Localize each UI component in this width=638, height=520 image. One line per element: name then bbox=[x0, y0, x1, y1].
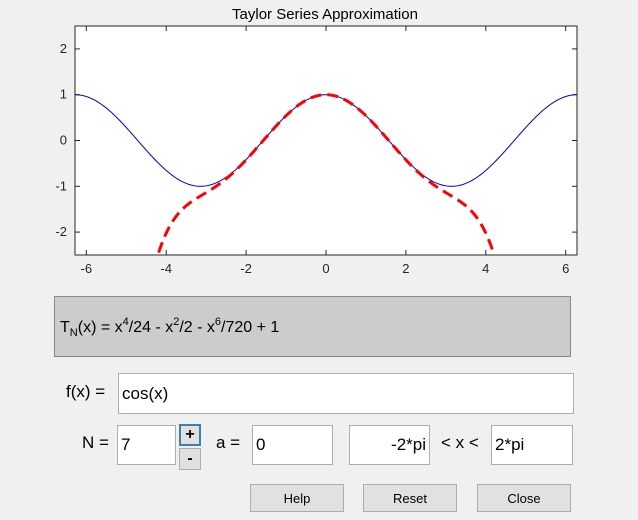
y-tick-labels: 2 1 0 -1 -2 bbox=[55, 41, 67, 239]
x-tick-label: -2 bbox=[240, 261, 252, 276]
x-tick-label: 2 bbox=[402, 261, 409, 276]
x-tick-label: -6 bbox=[81, 261, 93, 276]
increment-n-button[interactable]: + bbox=[179, 424, 201, 446]
plot-area: Taylor Series Approximation -6 -4 -2 0 2 4 6 2… bbox=[55, 6, 578, 276]
x-tick-label: 4 bbox=[482, 261, 489, 276]
y-tick-label: 0 bbox=[60, 133, 67, 148]
plot-title: Taylor Series Approximation bbox=[232, 6, 418, 23]
function-input[interactable] bbox=[118, 373, 574, 414]
y-tick-label: -1 bbox=[55, 178, 67, 193]
x-tick-label: 0 bbox=[322, 261, 329, 276]
a-label: a = bbox=[216, 433, 241, 452]
taylor-approximation-curve bbox=[157, 93, 495, 254]
function-curve bbox=[74, 94, 578, 187]
taylor-polynomial-text: TN(x) = x4/24 - x2/2 - x6/720 + 1 bbox=[60, 316, 280, 339]
fx-label: f(x) = bbox=[66, 382, 106, 401]
y-tick-label: 1 bbox=[60, 87, 67, 102]
taylor-polynomial-panel: TN(x) = x4/24 - x2/2 - x6/720 + 1 bbox=[54, 296, 571, 357]
help-button[interactable]: Help bbox=[250, 484, 344, 512]
expansion-point-input[interactable] bbox=[252, 425, 333, 465]
y-tick-label: -2 bbox=[55, 224, 67, 239]
close-button[interactable]: Close bbox=[477, 484, 571, 512]
n-label: N = bbox=[82, 433, 109, 452]
reset-button[interactable]: Reset bbox=[363, 484, 457, 512]
x-min-input[interactable] bbox=[349, 425, 430, 465]
order-n-input[interactable] bbox=[117, 425, 176, 465]
decrement-n-button[interactable]: - bbox=[179, 448, 201, 470]
x-tick-label: 6 bbox=[562, 261, 569, 276]
x-tick-label: -4 bbox=[160, 261, 172, 276]
axes-box bbox=[74, 25, 578, 256]
x-max-input[interactable] bbox=[491, 425, 573, 465]
x-tick-labels: -6 -4 -2 0 2 4 6 bbox=[81, 261, 570, 276]
y-tick-label: 2 bbox=[60, 41, 67, 56]
range-label: < x < bbox=[441, 433, 479, 452]
